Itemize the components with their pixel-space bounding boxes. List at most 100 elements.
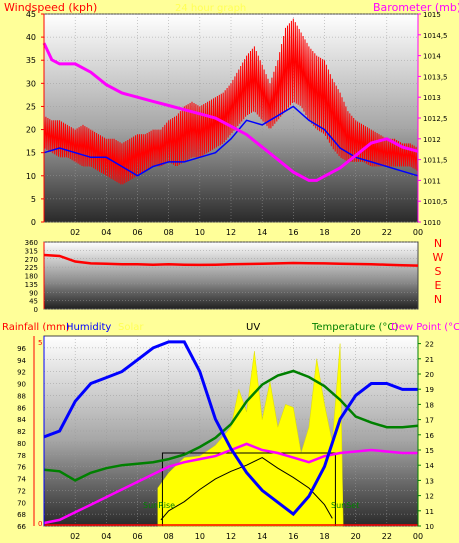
hour-tick-label: 00: [413, 532, 423, 541]
barometer-tick-label: 1010: [423, 219, 441, 227]
temperature-tick-label: 17: [425, 417, 434, 425]
humidity-tick-label: 94: [17, 357, 26, 365]
humidity-tick-label: 84: [17, 416, 26, 424]
hour-tick-label: 00: [413, 228, 423, 237]
humidity-tick-label: 88: [17, 392, 26, 400]
hour-tick-label: 06: [132, 228, 142, 237]
rainfall-tick-label: 0: [38, 520, 42, 528]
hour-tick-label: 14: [257, 228, 267, 237]
temperature-tick-label: 20: [425, 371, 434, 379]
humidity-tick-label: 68: [17, 511, 26, 519]
temperature-tick-label: 11: [425, 508, 434, 516]
direction-tick-label: 315: [25, 247, 38, 255]
hour-tick-label: 08: [164, 532, 174, 541]
daylight-marker: [161, 452, 336, 526]
temperature-tick-label: 18: [425, 401, 434, 409]
barometer-tick-label: 1013: [423, 94, 441, 102]
barometer-tick-label: 1010,5: [423, 198, 448, 206]
windspeed-tick-label: 20: [26, 126, 36, 135]
hour-tick-label: 18: [319, 532, 329, 541]
direction-tick-label: 90: [29, 289, 38, 297]
graph-caption: 24 hour graph: [175, 3, 246, 14]
humidity-tick-label: 70: [17, 499, 26, 507]
hour-tick-label: 12: [226, 532, 236, 541]
humidity-tick-label: 78: [17, 452, 26, 460]
temperature-tick-label: 19: [425, 386, 434, 394]
temperature-tick-label: 12: [425, 493, 434, 501]
humidity-tick-label: 80: [17, 440, 26, 448]
hour-tick-label: 10: [195, 228, 205, 237]
direction-tick-label: 45: [29, 298, 38, 306]
compass-letter: N: [434, 237, 442, 250]
hour-tick-label: 18: [319, 228, 329, 237]
barometer-tick-label: 1012,5: [423, 115, 448, 123]
windspeed-tick-label: 0: [31, 218, 36, 227]
temperature-tick-label: 13: [425, 477, 434, 485]
wind-baro-panel: [43, 13, 419, 223]
hour-tick-label: 22: [382, 228, 392, 237]
humidity-tick-label: 72: [17, 487, 26, 495]
sunset-label: SunSet: [331, 501, 359, 510]
hour-tick-label: 20: [351, 228, 361, 237]
sunrise-label: SunRise: [143, 501, 175, 510]
temperature-axis-title: Temperature (°C): [311, 322, 398, 333]
windspeed-tick-label: 15: [26, 149, 36, 158]
windspeed-tick-label: 35: [26, 56, 36, 65]
uv-line: [160, 457, 333, 521]
wind-direction-line: [43, 253, 419, 267]
barometer-axis-title: Barometer (mb): [373, 1, 459, 14]
barometer-tick-label: 1014: [423, 53, 441, 61]
barometer-tick-label: 1012: [423, 136, 441, 144]
humidity-line: [43, 340, 418, 517]
temperature-line: [43, 369, 419, 482]
direction-tick-label: 135: [25, 281, 38, 289]
windspeed-tick-label: 40: [26, 33, 36, 42]
rainfall-tick-label: 5: [38, 339, 42, 347]
temperature-tick-label: 15: [425, 447, 434, 455]
windspeed-tick-label: 5: [31, 195, 36, 204]
hour-tick-label: 14: [257, 532, 267, 541]
hour-tick-label: 16: [288, 228, 298, 237]
windspeed-tick-label: 30: [26, 79, 36, 88]
barometer-tick-label: 1014,5: [423, 32, 448, 40]
hour-tick-label: 02: [70, 532, 80, 541]
compass-letter: E: [435, 279, 442, 292]
humidity-axis-title: Humidity: [66, 322, 111, 333]
direction-tick-label: 270: [25, 256, 38, 264]
barometer-line: [42, 42, 419, 182]
humidity-tick-label: 92: [17, 369, 26, 377]
windspeed-tick-label: 45: [26, 10, 36, 19]
temperature-tick-label: 21: [425, 356, 434, 364]
barometer-tick-label: 1013,5: [423, 73, 448, 81]
barometer-tick-label: 1015: [423, 11, 441, 19]
hour-tick-label: 10: [195, 532, 205, 541]
barometer-tick-label: 1011,5: [423, 157, 448, 165]
humidity-tick-label: 76: [17, 464, 26, 472]
dewpoint-axis-title: Dew Point (°C): [391, 322, 459, 333]
direction-tick-label: 225: [25, 264, 38, 272]
temperature-tick-label: 16: [425, 432, 434, 440]
hour-tick-label: 06: [132, 532, 142, 541]
hour-tick-label: 02: [70, 228, 80, 237]
hour-tick-label: 04: [101, 228, 111, 237]
uv-axis-title: UV: [246, 322, 260, 333]
barometer-tick-label: 1011: [423, 177, 441, 185]
rainfall-axis-title: Rainfall (mm): [2, 322, 70, 333]
hour-tick-label: 16: [288, 532, 298, 541]
solar-axis-title: Solar: [118, 322, 144, 333]
humidity-tick-label: 96: [17, 345, 26, 353]
hour-tick-label: 08: [164, 228, 174, 237]
hour-tick-label: 20: [351, 532, 361, 541]
windspeed-tick-label: 25: [26, 102, 36, 111]
hour-tick-label: 04: [101, 532, 111, 541]
direction-tick-label: 0: [34, 306, 38, 314]
temperature-tick-label: 10: [425, 523, 434, 531]
windspeed-axis-title: Windspeed (kph): [4, 1, 97, 14]
humidity-tick-label: 66: [17, 523, 26, 531]
humidity-tick-label: 74: [17, 476, 26, 484]
compass-letter: S: [435, 265, 442, 278]
temperature-tick-label: 14: [425, 462, 434, 470]
direction-tick-label: 360: [25, 239, 38, 247]
humidity-tick-label: 90: [17, 381, 26, 389]
